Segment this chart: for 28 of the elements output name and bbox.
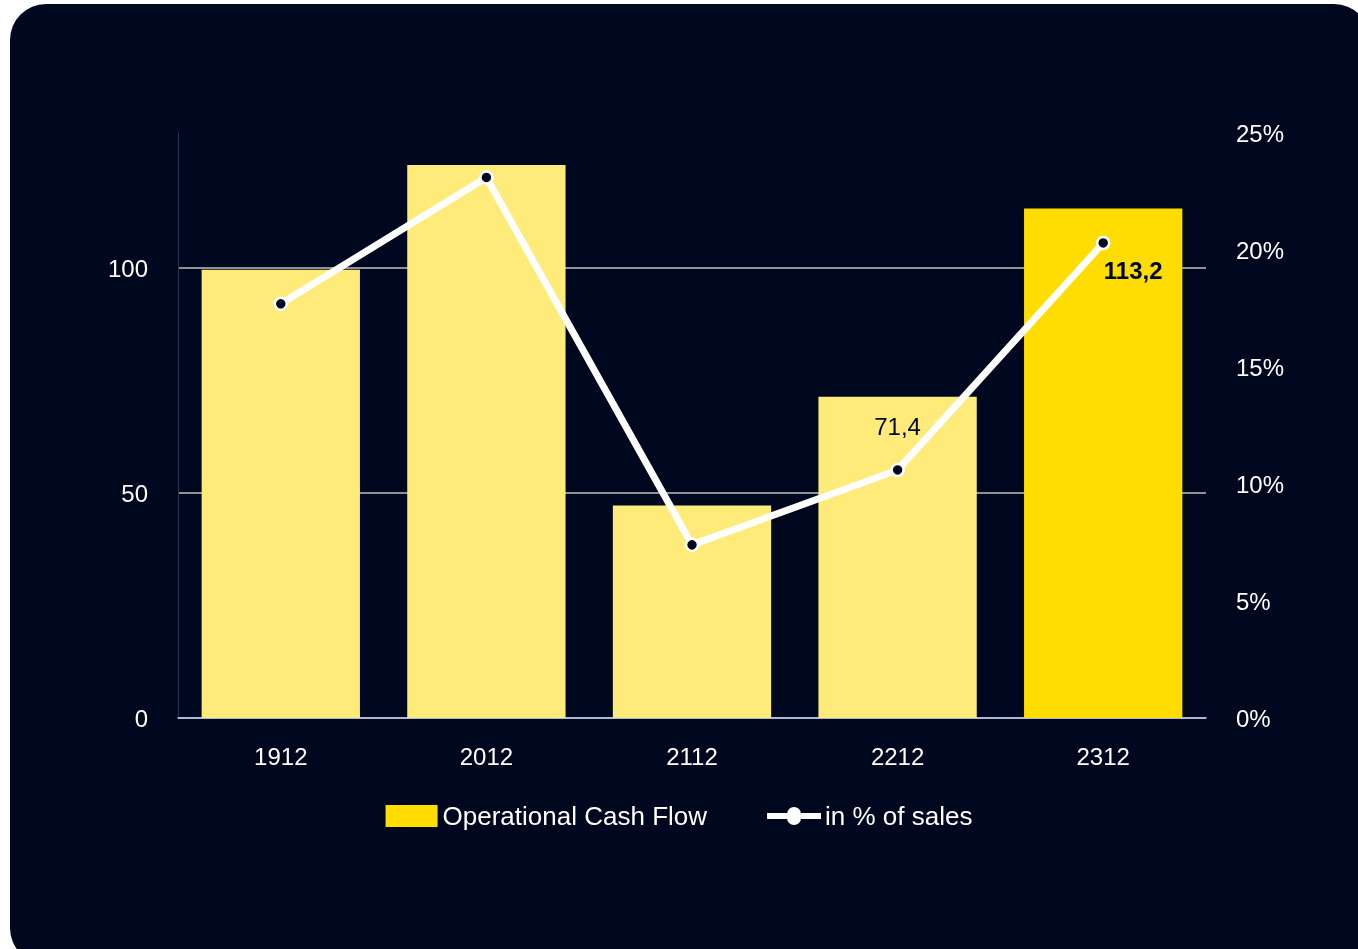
point bbox=[273, 296, 289, 312]
x-tick-label: 2212 bbox=[870, 742, 925, 770]
bar bbox=[612, 505, 772, 718]
y2-tick-label: 5% bbox=[1236, 587, 1271, 615]
x-tick-label: 1912 bbox=[254, 742, 308, 770]
y-tick-label: 50 bbox=[121, 479, 148, 507]
y2-tick-label: 15% bbox=[1236, 353, 1285, 381]
point bbox=[890, 462, 905, 478]
point bbox=[1095, 235, 1111, 251]
x-tick-label: 2112 bbox=[666, 742, 718, 770]
data-label: 113,2 bbox=[1103, 257, 1163, 285]
point bbox=[684, 537, 700, 553]
point bbox=[479, 170, 494, 185]
legend-label: Operational Cash Flow bbox=[442, 801, 708, 831]
y2-tick-label: 0% bbox=[1236, 704, 1271, 732]
y2-tick-label: 10% bbox=[1236, 470, 1285, 498]
y-tick-label: 100 bbox=[107, 254, 148, 282]
bar bbox=[1024, 208, 1183, 718]
data-label: 71,4 bbox=[874, 413, 921, 441]
bar bbox=[407, 164, 566, 718]
bar bbox=[818, 396, 977, 718]
bar bbox=[201, 269, 360, 718]
y-tick-label: 0 bbox=[134, 704, 148, 732]
x-tick-label: 2312 bbox=[1076, 742, 1130, 770]
y2-tick-label: 20% bbox=[1236, 236, 1285, 264]
y2-tick-label: 25% bbox=[1236, 119, 1285, 147]
legend-label: in % of sales bbox=[825, 801, 973, 831]
x-tick-label: 2012 bbox=[459, 742, 514, 770]
